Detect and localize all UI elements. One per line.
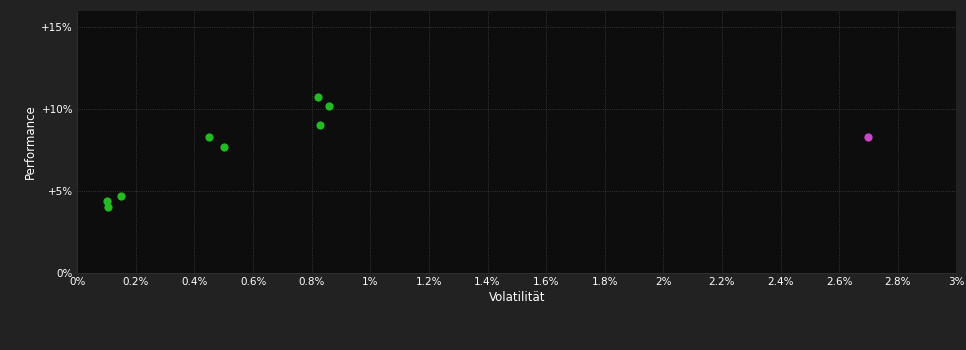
Point — [202, 134, 217, 140]
Y-axis label: Performance: Performance — [24, 104, 38, 179]
Point — [99, 198, 114, 204]
X-axis label: Volatilität: Volatilität — [489, 291, 545, 304]
Point — [322, 103, 337, 108]
Point — [861, 134, 876, 140]
Point — [114, 193, 129, 199]
Point — [100, 204, 116, 210]
Point — [313, 122, 328, 128]
Point — [310, 94, 326, 100]
Point — [216, 144, 232, 149]
